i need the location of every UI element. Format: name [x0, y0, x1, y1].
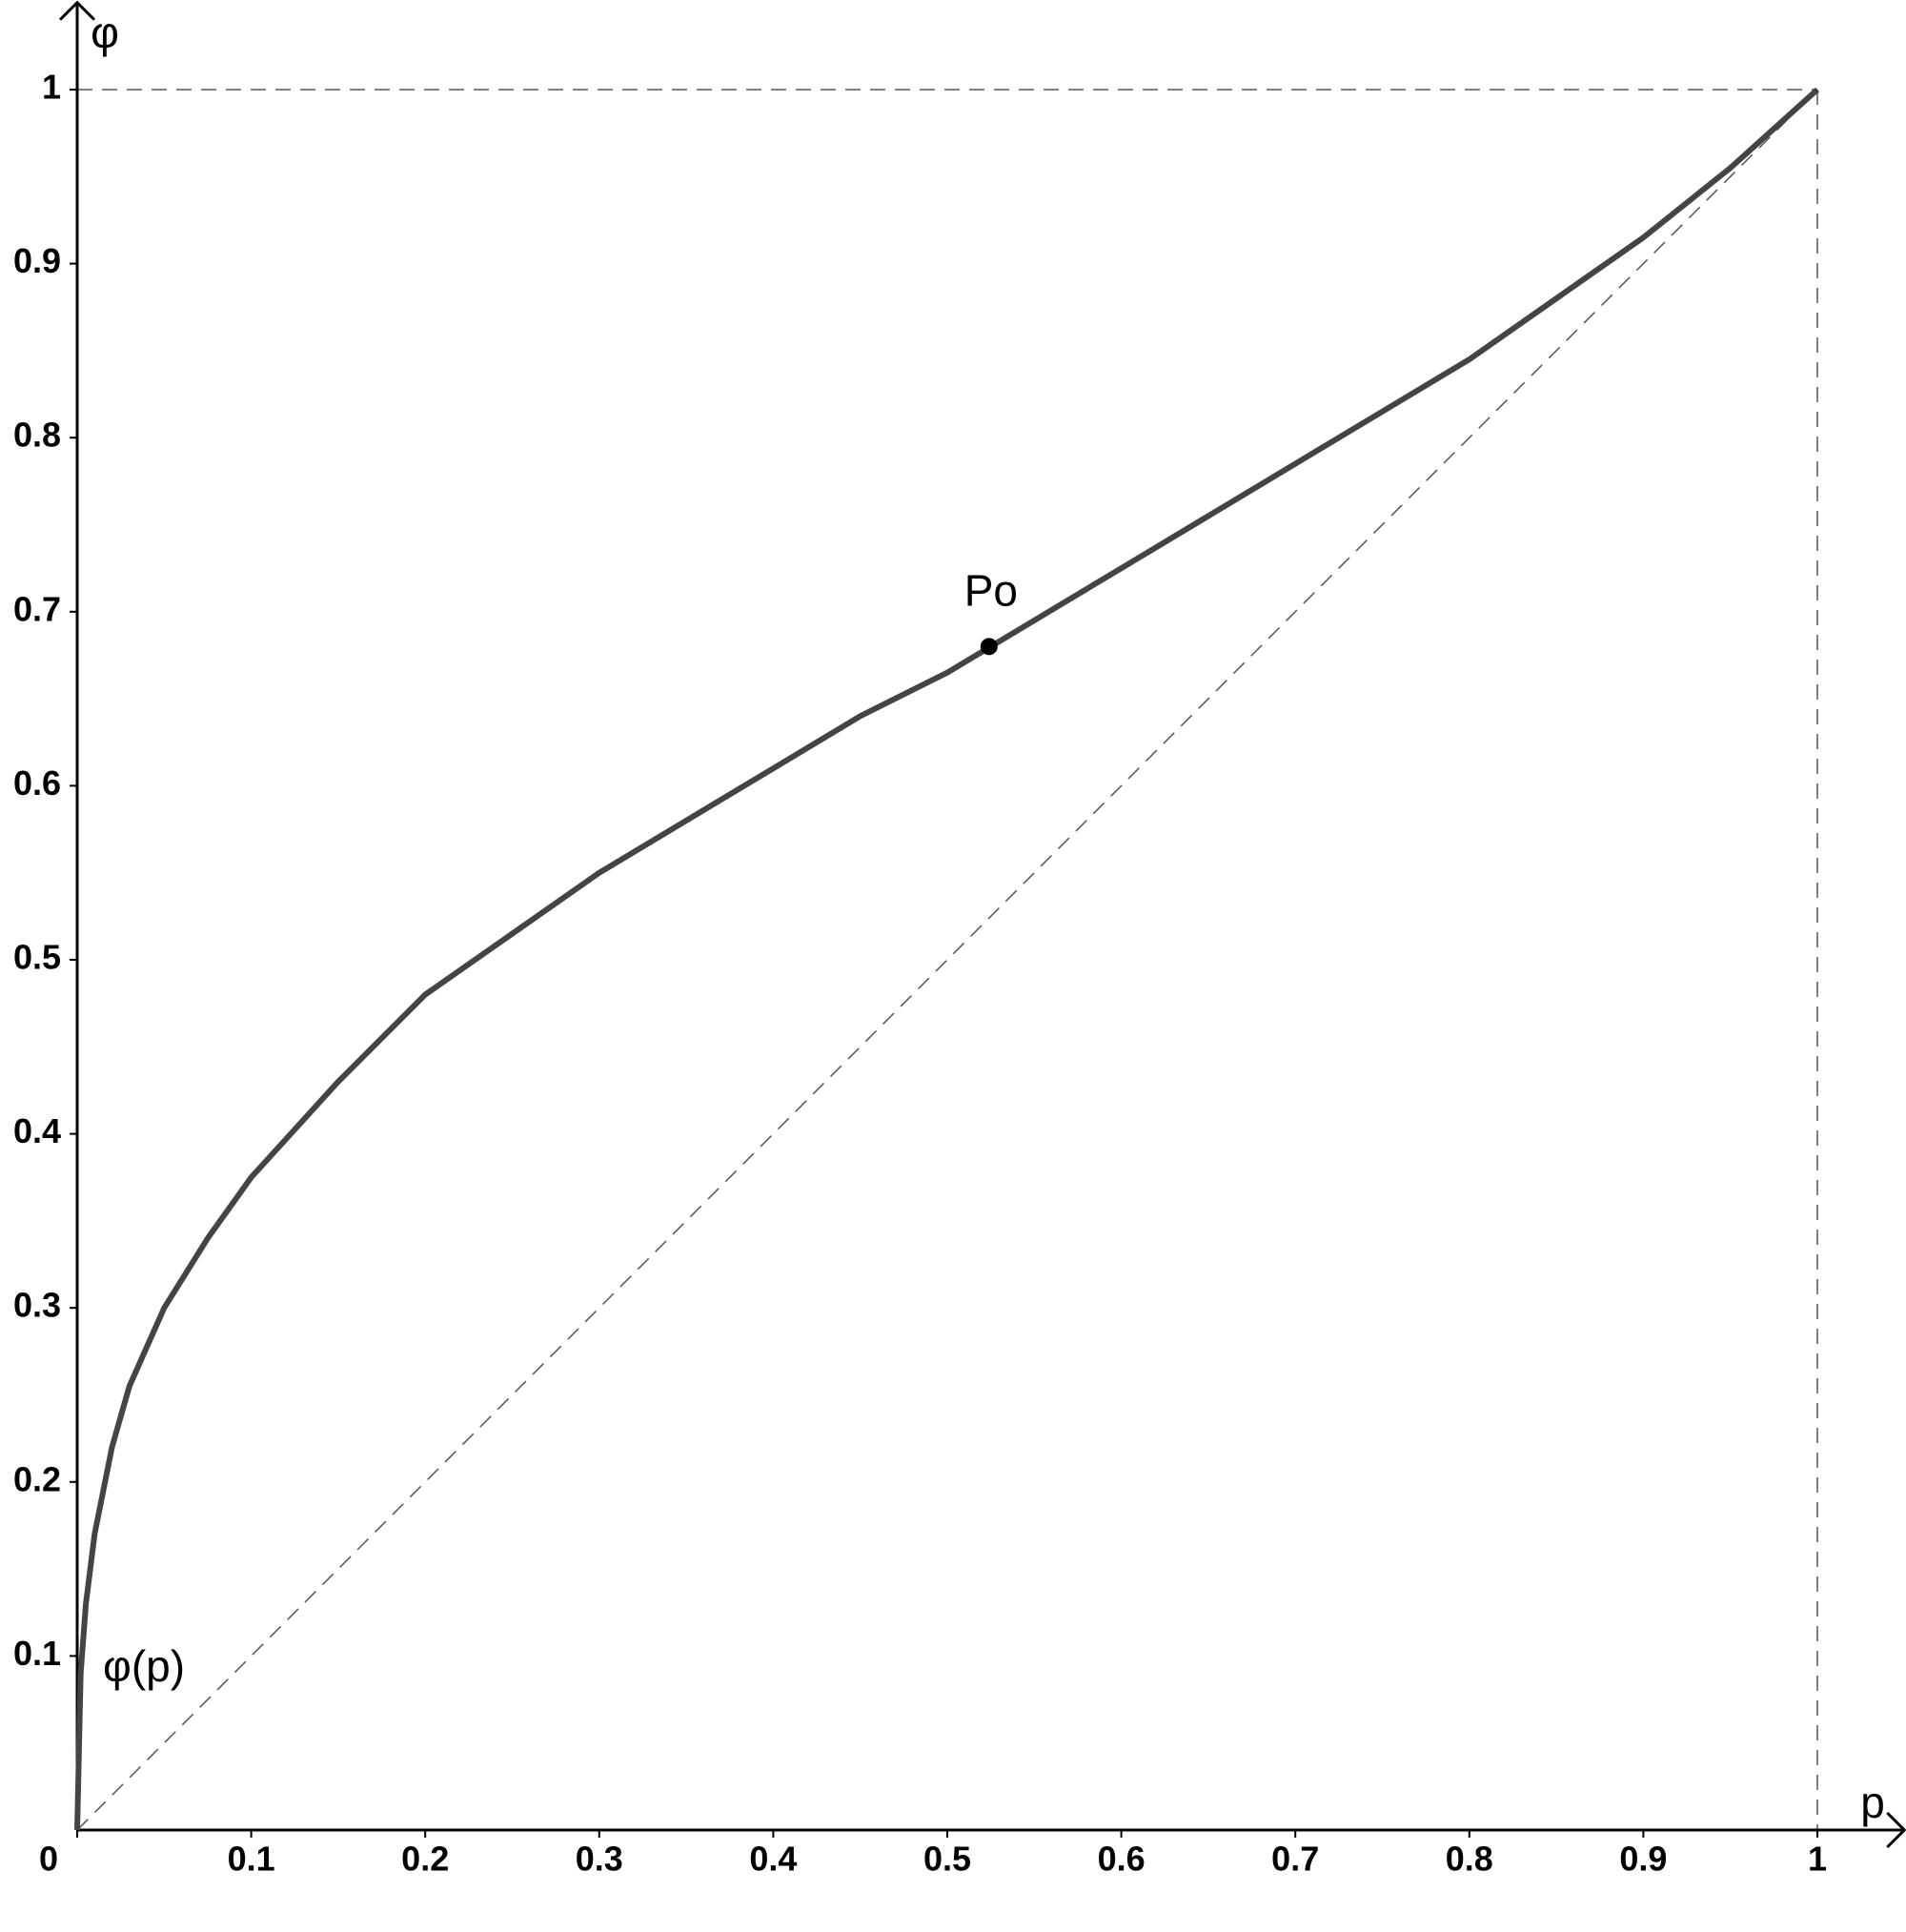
x-tick-label: 0.7: [1271, 1840, 1319, 1879]
x-tick-label: 0.1: [228, 1840, 275, 1879]
x-tick-label: 0: [39, 1840, 58, 1879]
x-axis-arrow: [1886, 1811, 1906, 1849]
point-label: Po: [964, 565, 1018, 615]
x-tick-label: 0.4: [749, 1840, 797, 1879]
x-tick-label: 0.8: [1446, 1840, 1493, 1879]
y-tick-label: 1: [42, 68, 61, 107]
x-tick-label: 0.2: [401, 1840, 449, 1879]
y-tick-label: 0.2: [13, 1459, 61, 1498]
x-axis-label: p: [1860, 1778, 1885, 1827]
y-tick-label: 0.7: [13, 589, 61, 628]
reference-line: [76, 89, 1818, 1831]
y-tick-label: 0.1: [13, 1634, 61, 1673]
y-tick-label: 0.3: [13, 1286, 61, 1325]
x-tick-label: 0.6: [1098, 1840, 1146, 1879]
y-tick-label: 0.9: [13, 241, 61, 280]
y-tick-label: 0.4: [13, 1111, 61, 1150]
y-tick-label: 0.8: [13, 416, 61, 455]
y-tick-label: 0.6: [13, 763, 61, 803]
y-axis-arrow: [58, 0, 96, 21]
y-tick-label: 0.5: [13, 938, 61, 977]
x-tick-label: 0.3: [576, 1840, 623, 1879]
y-axis-label: φ: [91, 8, 119, 57]
point: [980, 638, 998, 656]
series-label: φ(p): [103, 1641, 185, 1691]
x-tick-label: 0.5: [923, 1840, 971, 1879]
x-tick-label: 0.9: [1619, 1840, 1667, 1879]
x-tick-label: 1: [1808, 1840, 1827, 1879]
curve: [74, 87, 1820, 1831]
